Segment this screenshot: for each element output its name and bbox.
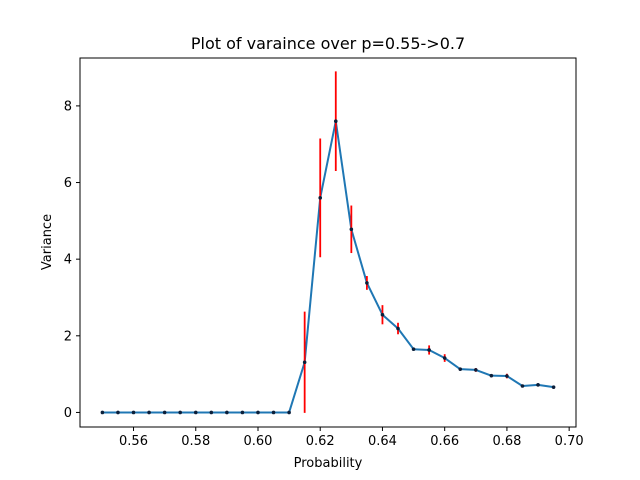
data-point [240, 410, 245, 415]
data-point [318, 196, 323, 200]
data-point [427, 348, 431, 352]
data-point [225, 410, 229, 415]
x-axis: 0.56 0.58 0.60 0.62 0.64 0.66 0.68 0.70 [119, 427, 584, 449]
data-point [100, 410, 105, 415]
data-point [536, 383, 540, 387]
x-tick-label: 0.56 [119, 434, 148, 449]
y-axis-label: Variance [40, 214, 55, 270]
x-tick-label: 0.68 [492, 434, 521, 449]
data-point [116, 410, 120, 415]
plot-area [100, 71, 556, 415]
y-axis: 0 2 4 6 8 [64, 99, 80, 421]
data-point [365, 281, 369, 285]
data-point [474, 368, 478, 372]
series-line [102, 120, 554, 414]
x-tick-label: 0.66 [430, 434, 459, 449]
data-point [193, 410, 198, 415]
data-point [287, 410, 291, 415]
data-point [442, 356, 447, 360]
x-tick-label: 0.62 [306, 434, 335, 449]
chart-title: Plot of varaince over p=0.55->0.7 [191, 34, 465, 53]
data-point [178, 410, 182, 415]
data-point [489, 373, 494, 378]
data-point [209, 410, 214, 415]
y-tick-label: 2 [64, 329, 72, 344]
data-point [520, 384, 525, 388]
data-point [380, 312, 385, 317]
data-point [256, 410, 260, 415]
data-point [458, 367, 463, 371]
data-point [162, 410, 167, 415]
data-point [396, 326, 400, 331]
data-point [505, 374, 509, 378]
data-point [349, 227, 354, 232]
axes-frame [79, 57, 577, 428]
x-axis-label: Probability [294, 456, 363, 471]
data-point [411, 347, 416, 352]
data-point [333, 119, 338, 124]
x-tick-label: 0.70 [555, 434, 584, 449]
x-tick-label: 0.58 [181, 434, 210, 449]
data-point [131, 410, 136, 415]
y-tick-label: 4 [64, 253, 72, 268]
y-tick-label: 8 [64, 99, 72, 114]
data-point [271, 410, 276, 415]
x-tick-label: 0.64 [368, 434, 397, 449]
x-tick-label: 0.60 [244, 434, 273, 449]
y-tick-label: 6 [64, 176, 72, 191]
data-point [302, 360, 307, 365]
y-tick-label: 0 [64, 406, 72, 421]
data-point [147, 410, 151, 415]
data-point [551, 385, 556, 389]
